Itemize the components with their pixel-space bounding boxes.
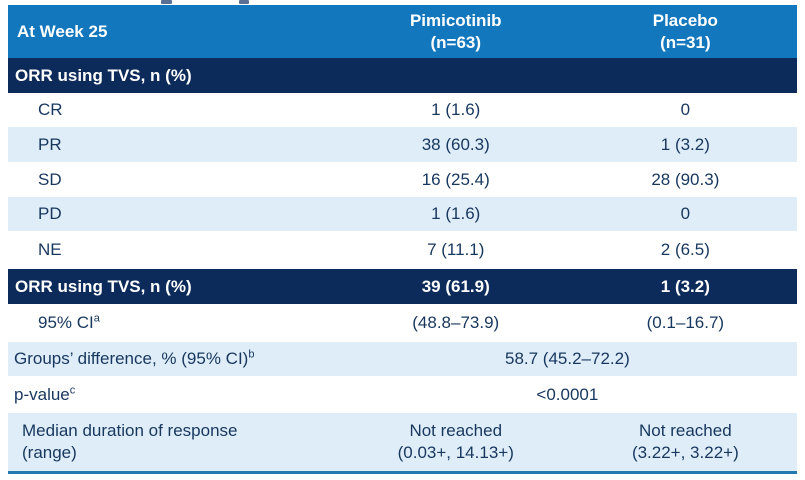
table-row-pr: PR 38 (60.3) 1 (3.2) (8, 127, 797, 162)
cell-placebo: (0.1–16.7) (646, 313, 725, 332)
cell-pimicotinib: (48.8–73.9) (412, 313, 500, 332)
cell-pimicotinib: 7 (11.1) (427, 240, 485, 259)
orr-results-table: At Week 25 Pimicotinib (n=63) Placebo (n… (8, 5, 797, 474)
row-label: CR (38, 100, 63, 119)
row-label: SD (38, 169, 62, 189)
row-label: 95% CIa (38, 312, 100, 332)
cell-spanning-value: <0.0001 (536, 384, 599, 404)
cell-placebo: 2 (6.5) (660, 240, 710, 259)
footnote-marker-b: b (248, 348, 255, 361)
cell-placebo: 1 (3.2) (660, 276, 710, 296)
header-row-label: At Week 25 (17, 21, 108, 41)
cell-placebo: 1 (3.2) (660, 134, 710, 154)
column-header-n: (n=63) (430, 32, 482, 52)
table-row-pvalue: p-valuec <0.0001 (8, 376, 797, 413)
cell-pimicotinib: 39 (61.9) (421, 276, 490, 296)
table-row-groups-difference: Groups’ difference, % (95% CI)b 58.7 (45… (8, 342, 797, 376)
summary-band-label: ORR using TVS, n (%) (15, 276, 192, 296)
column-header-n: (n=31) (660, 32, 711, 52)
row-label: PR (38, 134, 62, 154)
table-row-pd: PD 1 (1.6) 0 (8, 197, 797, 231)
cell-placebo: Not reached (3.22+, 3.22+) (631, 420, 739, 462)
cell-placebo: 0 (680, 204, 691, 223)
summary-band-orr: ORR using TVS, n (%) 39 (61.9) 1 (3.2) (8, 269, 797, 304)
cell-pimicotinib: Not reached (0.03+, 14.13+) (397, 420, 514, 462)
cell-pimicotinib: 1 (1.6) (431, 204, 481, 223)
footnote-marker-a: a (93, 312, 100, 325)
cell-placebo: 0 (680, 100, 691, 119)
row-label: p-valuec (14, 383, 76, 404)
cropped-title-remnant (239, 0, 249, 4)
table-row-sd: SD 16 (25.4) 28 (90.3) (8, 162, 797, 197)
column-header-name: Pimicotinib (409, 11, 502, 31)
section-band-label: ORR using TVS, n (%) (15, 65, 192, 85)
table-bottom-rule (8, 471, 797, 474)
row-label: PD (38, 204, 62, 223)
table-row-ne: NE 7 (11.1) 2 (6.5) (8, 231, 797, 269)
cell-spanning-value: 58.7 (45.2–72.2) (505, 349, 630, 368)
table-row-95ci: 95% CIa (48.8–73.9) (0.1–16.7) (8, 304, 797, 342)
table-row-median-duration: Median duration of response (range) Not … (8, 413, 797, 471)
section-band-orr: ORR using TVS, n (%) (8, 58, 797, 93)
table-row-cr: CR 1 (1.6) 0 (8, 93, 797, 127)
row-label: NE (38, 240, 62, 259)
column-header-placebo: Placebo (n=31) (574, 10, 797, 53)
table-header-row: At Week 25 Pimicotinib (n=63) Placebo (n… (8, 5, 797, 58)
footnote-marker-c: c (69, 383, 76, 396)
cell-pimicotinib: 38 (60.3) (421, 134, 490, 154)
column-header-pimicotinib: Pimicotinib (n=63) (338, 10, 574, 53)
row-label: Median duration of response (range) (22, 420, 238, 462)
cropped-title-remnant (161, 0, 172, 4)
cell-pimicotinib: 1 (1.6) (431, 100, 481, 119)
row-label: Groups’ difference, % (95% CI)b (14, 348, 255, 368)
cell-placebo: 28 (90.3) (651, 169, 720, 189)
column-header-name: Placebo (652, 11, 718, 31)
cell-pimicotinib: 16 (25.4) (421, 169, 490, 189)
